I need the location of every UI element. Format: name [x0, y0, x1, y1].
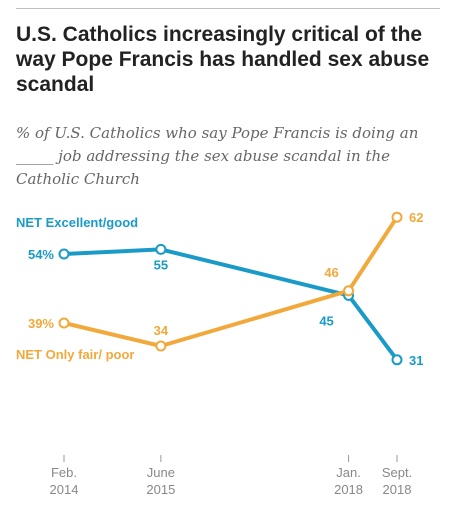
- data-point: [58, 317, 70, 329]
- data-point: [155, 340, 167, 352]
- data-point: [155, 243, 167, 255]
- x-tick-label: Feb. 2014: [50, 465, 79, 497]
- data-label: 55: [154, 257, 168, 272]
- data-label: 34: [154, 323, 169, 338]
- data-label: 54%: [28, 247, 54, 262]
- legend-label-net-excellent-good: NET Excellent/good: [16, 215, 138, 230]
- x-tick-label-line: Jan.: [336, 465, 361, 480]
- data-label: 31: [409, 353, 423, 368]
- data-point: [343, 285, 355, 297]
- x-tick-label-line: Feb.: [51, 465, 77, 480]
- top-rule: [16, 8, 440, 9]
- x-tick-label-line: June: [147, 465, 175, 480]
- data-label: 39%: [28, 316, 54, 331]
- x-tick-label: Sept. 2018: [382, 465, 412, 497]
- series-points: [58, 211, 403, 366]
- series-lines: [62, 215, 399, 362]
- x-tick-label-line: Sept.: [382, 465, 412, 480]
- data-labels: 54% 55 45 31 39% 34 46 62: [28, 210, 424, 368]
- x-tick-label-line: 2015: [146, 482, 175, 497]
- series-line-net-excellent-good: [62, 247, 399, 362]
- series-line-net-only-fair-poor: [62, 215, 399, 348]
- data-point: [391, 354, 403, 366]
- x-tick-label-line: 2018: [334, 482, 363, 497]
- x-axis: Feb. 2014 June 2015 Jan. 2018 Sept. 2018: [50, 455, 412, 497]
- x-tick-label: Jan. 2018: [334, 465, 363, 497]
- x-tick-label: June 2015: [146, 465, 175, 497]
- x-tick-label-line: 2014: [50, 482, 79, 497]
- data-point: [391, 211, 403, 223]
- chart-subtitle: % of U.S. Catholics who say Pope Francis…: [16, 124, 419, 188]
- data-point: [58, 248, 70, 260]
- series-legend: NET Excellent/good NET Only fair/ poor: [16, 215, 138, 362]
- chart-title: U.S. Catholics increasingly critical of …: [16, 23, 430, 96]
- data-label: 45: [319, 313, 333, 328]
- x-tick-label-line: 2018: [383, 482, 412, 497]
- data-label: 46: [324, 265, 338, 280]
- data-label: 62: [409, 210, 423, 225]
- legend-label-net-only-fair-poor: NET Only fair/ poor: [16, 347, 134, 362]
